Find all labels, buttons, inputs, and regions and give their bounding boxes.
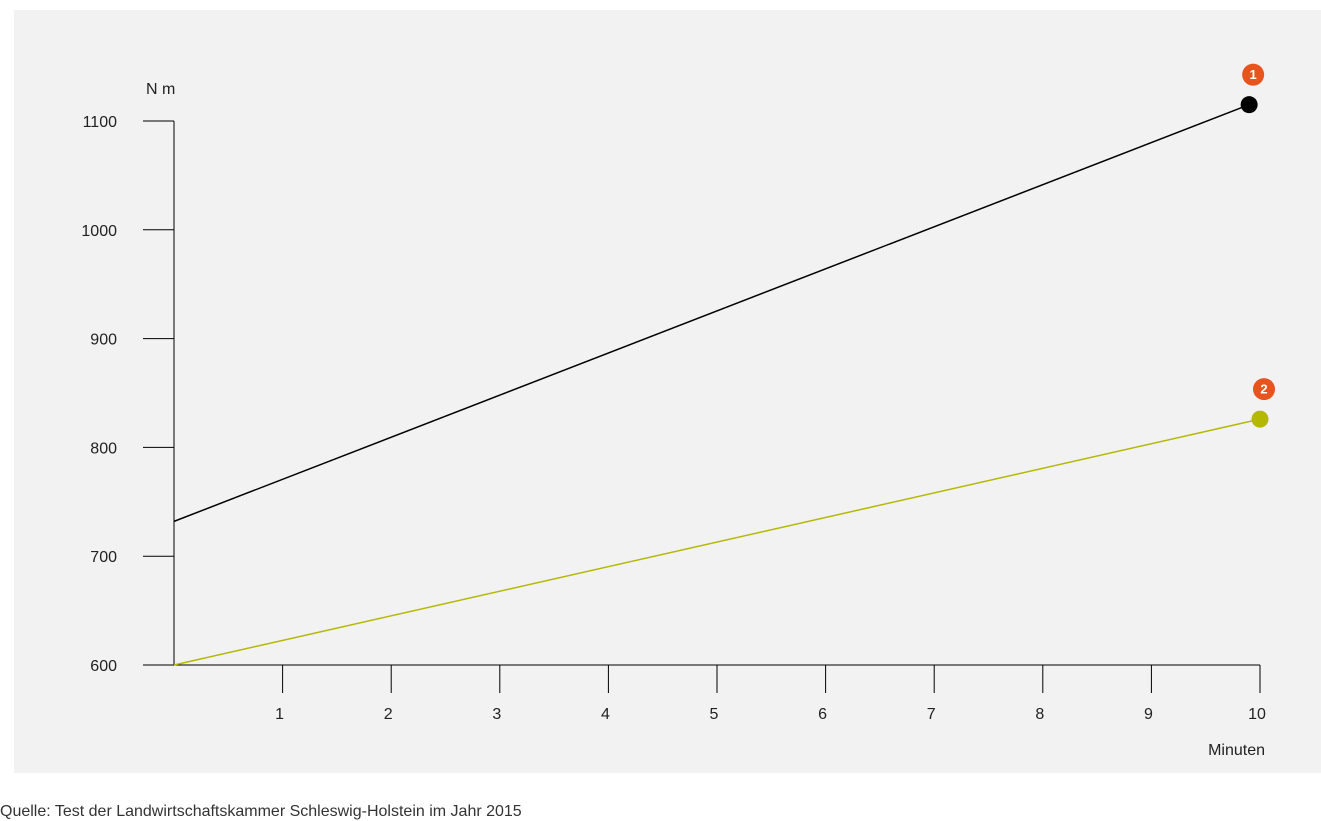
- x-tick-label: 6: [818, 706, 827, 723]
- x-tick-label: 7: [927, 706, 936, 723]
- x-axis-title: Minuten: [1208, 742, 1265, 759]
- source-note: Quelle: Test der Landwirtschaftskammer S…: [0, 803, 522, 820]
- series-1-line: [173, 103, 1250, 523]
- y-tick-label: 700: [90, 549, 117, 566]
- y-tick-label: 800: [90, 440, 117, 457]
- series-1-endpoint: [1240, 96, 1258, 114]
- x-tick-label: 8: [1035, 706, 1044, 723]
- chart-panel: [14, 10, 1321, 773]
- x-tick-label: 10: [1248, 706, 1266, 723]
- y-tick-label: 900: [90, 332, 117, 349]
- series-2-badge: [1253, 378, 1275, 401]
- x-tick-label: 4: [601, 706, 610, 723]
- series-2-endpoint: [1251, 410, 1269, 428]
- y-tick-label: 600: [90, 658, 117, 675]
- y-tick-label: 1100: [83, 114, 118, 131]
- series-2-line: [173, 418, 1261, 666]
- y-axis-title: N m: [146, 81, 175, 98]
- x-tick-label: 2: [384, 706, 393, 723]
- x-tick-label: 5: [710, 706, 719, 723]
- series-2-badge-label: 2: [1260, 382, 1267, 397]
- x-tick-label: 9: [1144, 706, 1153, 723]
- x-tick-label: 1: [275, 706, 284, 723]
- line-chart: 600 700 800 900 1000 1100 1 2 3 4 5 6 7 8 9 10 N m Minute…: [81, 63, 1275, 759]
- y-tick-label: 1000: [81, 223, 117, 240]
- series-1-badge: [1242, 63, 1265, 86]
- series-1-badge-label: 1: [1250, 67, 1257, 82]
- x-tick-label: 3: [492, 706, 501, 723]
